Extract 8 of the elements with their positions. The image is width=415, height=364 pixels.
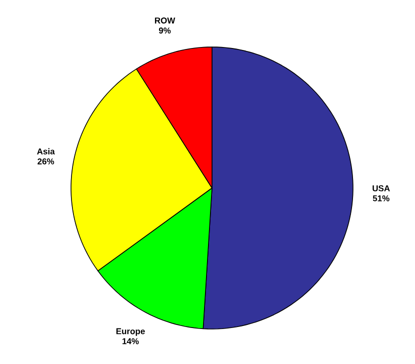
data-label: 26% (38, 158, 54, 164)
slice-label: ROW (154, 18, 176, 24)
slice-label: Asia (37, 148, 55, 154)
data-label: 14% (122, 338, 139, 344)
slice-label: USA (372, 185, 390, 192)
slice-label: Europe (116, 328, 145, 336)
data-label: 51% (372, 195, 390, 202)
data-label: 9% (158, 28, 171, 34)
